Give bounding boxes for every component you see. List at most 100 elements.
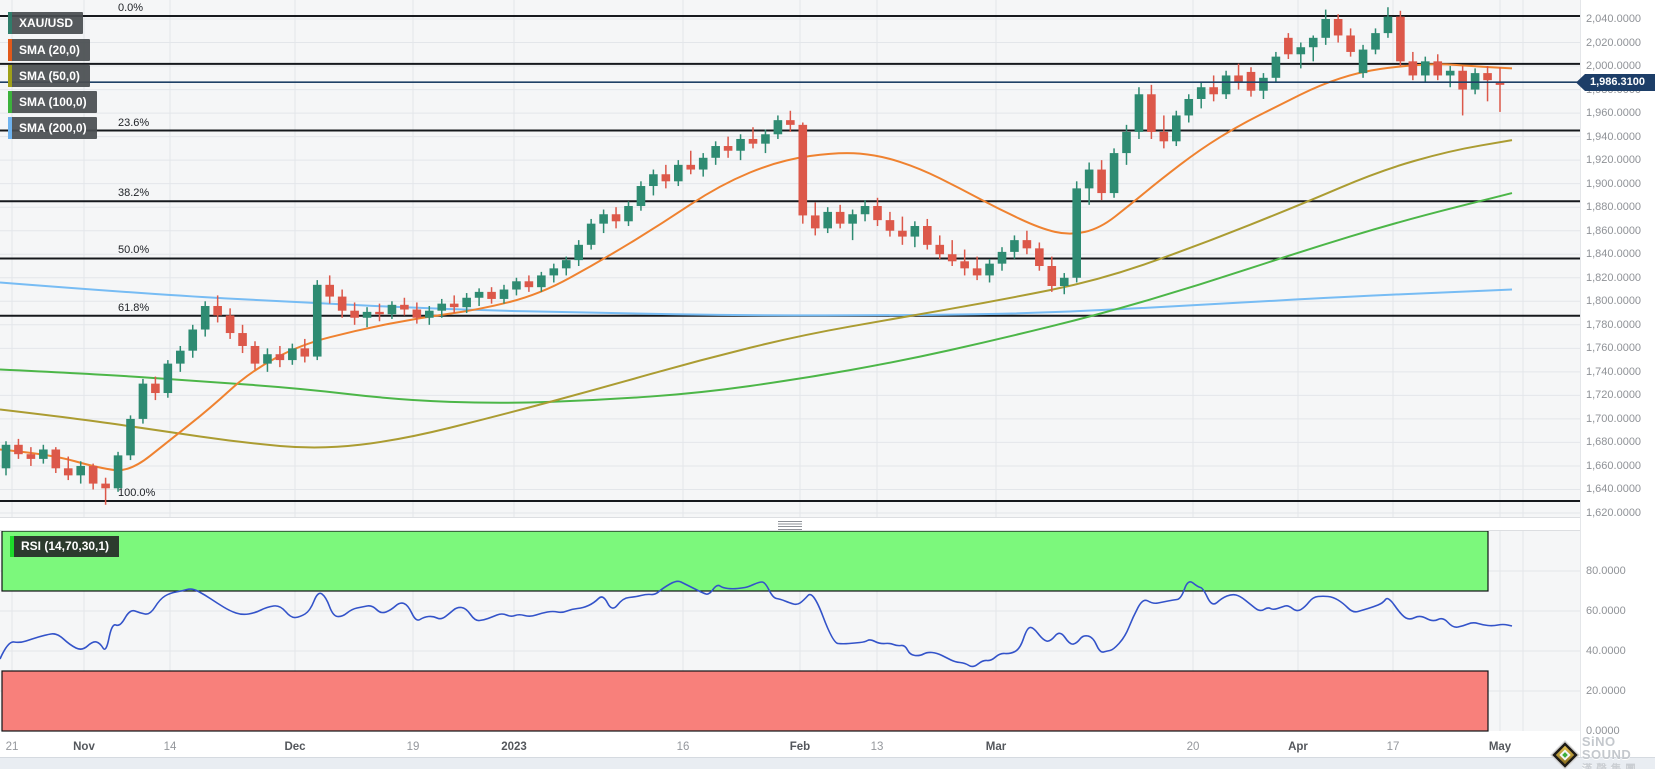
candle-body [1172, 115, 1181, 142]
candle-body [1221, 75, 1231, 95]
legend-item-sma200[interactable]: SMA (200,0) [8, 117, 97, 139]
candle-body [810, 215, 820, 229]
fibonacci-lines[interactable] [0, 15, 1580, 503]
sma100-line[interactable] [0, 192, 1513, 404]
price-axis-label: 2,000.0000 [1586, 60, 1642, 73]
candle-wick [951, 240, 953, 267]
pane-resize-handle[interactable] [778, 521, 802, 530]
candle-body [76, 465, 85, 476]
sino-sound-logo-icon [1550, 740, 1581, 769]
sma20-label: SMA (20,0) [19, 43, 80, 57]
price-axis-label: 1,780.0000 [1586, 318, 1642, 331]
candle-body [1458, 70, 1467, 90]
candle-body [1470, 73, 1480, 90]
candle-body [499, 289, 509, 299]
candle-body [748, 138, 758, 144]
candle-wick [1486, 66, 1489, 102]
x-axis-label: 17 [1386, 741, 1400, 753]
candle-body [26, 454, 36, 459]
legend-item-sma20[interactable]: SMA (20,0) [8, 39, 90, 61]
sma200-swatch [8, 117, 12, 139]
candle-body [1421, 61, 1430, 76]
price-axis-label: 1,880.0000 [1586, 201, 1642, 214]
legend-item-instrument[interactable]: XAU/USD [8, 12, 84, 34]
candle-body [537, 275, 546, 288]
candle-body [736, 138, 745, 151]
candle-wick [104, 477, 107, 505]
candle-wick [1461, 66, 1464, 116]
fib-label: 50.0% [118, 244, 150, 257]
candle-body [1196, 87, 1206, 99]
candle-body [449, 303, 459, 308]
price-axis-label: 2,020.0000 [1586, 36, 1642, 49]
candle-body [910, 226, 920, 237]
candle-body [997, 251, 1007, 264]
candle-wick [67, 456, 69, 481]
legend-item-rsi[interactable]: RSI (14,70,30,1) [10, 536, 120, 557]
candle-body [362, 311, 372, 318]
rsi-axis-label: 0.0000 [1586, 725, 1620, 737]
rsi-overbought-zone [1, 530, 1489, 592]
x-axis-label: 16 [676, 741, 690, 753]
candle-body [1296, 47, 1306, 55]
fib-label: 23.6% [118, 116, 150, 129]
rsi-swatch [10, 536, 14, 557]
candle-wick [1312, 35, 1314, 62]
candle-body [375, 311, 384, 315]
legend-item-sma100[interactable]: SMA (100,0) [8, 91, 97, 113]
candle-body [599, 214, 608, 224]
candle-body [860, 206, 870, 215]
watermark-brand: SiNO SOUND [1581, 734, 1632, 762]
candle-body [1396, 16, 1405, 62]
sma100-swatch [8, 91, 12, 113]
sma200-label: SMA (200,0) [19, 121, 87, 135]
price-axis-label: 1,960.0000 [1586, 107, 1642, 120]
candles-layer[interactable] [1, 7, 1505, 505]
candle-body [1284, 37, 1293, 55]
candle-body [1122, 131, 1131, 154]
candle-body [723, 146, 733, 151]
rsi-axis-label: 80.0000 [1586, 565, 1626, 577]
x-axis-label: 21 [5, 741, 19, 753]
candle-body [101, 483, 110, 489]
legend-item-sma50[interactable]: SMA (50,0) [8, 65, 90, 87]
price-axis-label: 1,800.0000 [1586, 295, 1642, 308]
candle-body [561, 260, 571, 269]
candle-body [213, 305, 222, 316]
candle-body [549, 268, 559, 276]
candle-body [474, 291, 484, 298]
x-axis-label: 19 [406, 741, 420, 753]
sma20-line[interactable] [0, 63, 1513, 472]
candle-body [312, 284, 322, 357]
candle-body [674, 164, 683, 182]
bottom-scroll-strip[interactable] [0, 757, 1655, 769]
candle-body [325, 284, 334, 297]
candle-body [524, 281, 534, 288]
candle-body [462, 297, 471, 308]
candle-body [960, 261, 969, 269]
candle-body [1308, 37, 1318, 48]
sma50-swatch [8, 65, 12, 87]
price-axis-label: 1,820.0000 [1586, 271, 1642, 284]
price-axis-label: 1,900.0000 [1586, 177, 1642, 190]
rsi-line[interactable] [0, 580, 1513, 668]
candle-body [63, 468, 73, 476]
candle-body [1433, 61, 1443, 76]
price-axis-label: 1,640.0000 [1586, 483, 1642, 496]
candle-body [1, 444, 11, 469]
sma50-line[interactable] [0, 139, 1513, 449]
candle-body [512, 281, 521, 290]
x-axis-label: 2023 [501, 741, 527, 753]
candle-body [113, 455, 123, 489]
candle-body [1059, 277, 1069, 286]
candle-body [848, 214, 857, 224]
candle-body [1035, 248, 1044, 267]
x-axis-label: Feb [789, 741, 811, 753]
price-axis-label: 1,940.0000 [1586, 130, 1642, 143]
candle-body [823, 211, 832, 229]
sma200-line[interactable] [0, 281, 1513, 317]
candle-body [773, 120, 783, 135]
